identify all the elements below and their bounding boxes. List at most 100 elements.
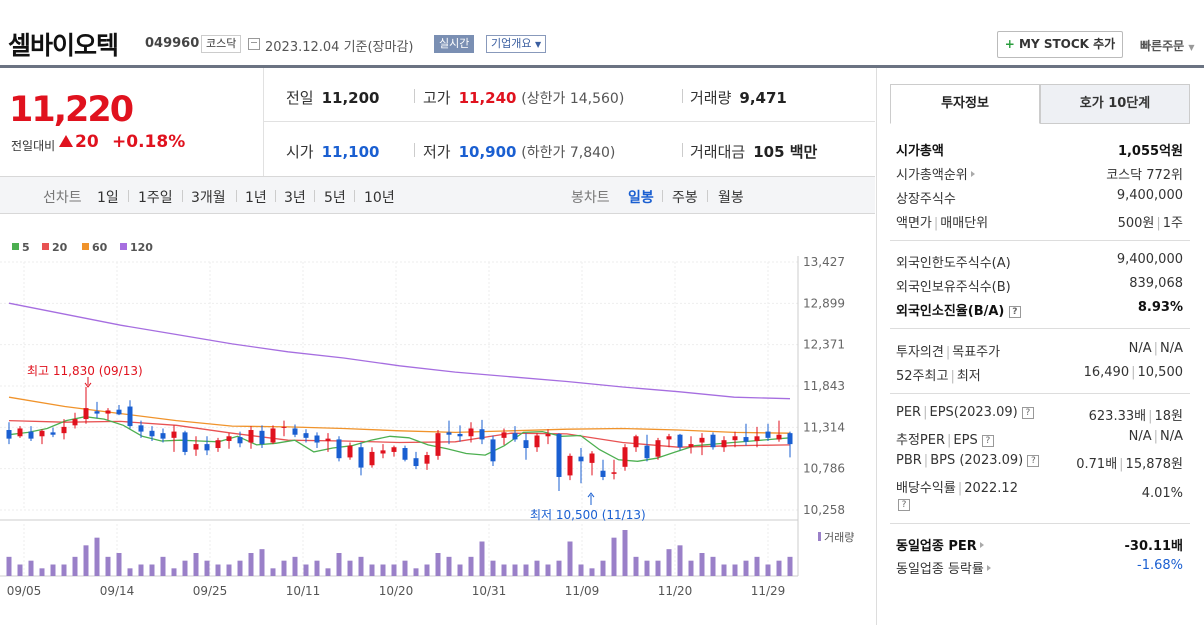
candle-daily-button[interactable]: 일봉 — [628, 190, 654, 206]
par-value-row: 액면가 | 매매단위 500원 | 1주 — [896, 212, 1183, 232]
dividend-label: 배당수익률 — [896, 481, 956, 496]
divider — [890, 328, 1190, 329]
candle-body — [94, 411, 100, 414]
period-10y-button[interactable]: 10년 — [364, 190, 395, 206]
candle-body — [435, 433, 441, 456]
sector-per-row[interactable]: 동일업종 PER -30.11배 — [896, 535, 1183, 555]
volume-bar — [787, 556, 793, 576]
target-value: N/A — [1160, 341, 1183, 356]
market-cap-rank-value: 코스닥 772위 — [1106, 168, 1183, 183]
add-mystock-button[interactable]: + MY STOCK 추가 — [997, 31, 1123, 58]
help-icon[interactable]: ? — [981, 435, 994, 447]
divider — [662, 190, 663, 202]
up-arrow-icon — [59, 135, 73, 147]
volume-bar — [589, 568, 595, 576]
volume-bar — [600, 560, 606, 576]
volume-bar — [325, 568, 331, 576]
x-tick-label: 11/29 — [751, 584, 786, 598]
help-icon[interactable]: ? — [1027, 455, 1040, 467]
divider — [890, 240, 1190, 241]
divider — [236, 190, 237, 202]
high-arrow-head — [84, 382, 92, 388]
divider — [414, 89, 415, 103]
candle-body — [347, 445, 353, 458]
volume-bar — [611, 537, 617, 576]
prev-close: 전일 11,200 — [286, 87, 380, 108]
divider: | — [1131, 365, 1136, 380]
chart-legend: 5 20 60 120 — [12, 241, 153, 254]
divider — [682, 143, 683, 157]
volume-bar — [765, 564, 771, 576]
w52-row: 52주최고 | 최저 16,490 | 10,500 — [896, 365, 1183, 385]
candle-body — [116, 409, 122, 415]
period-3y-button[interactable]: 3년 — [284, 190, 306, 206]
candle-body — [17, 428, 23, 437]
date-text: 2023.12.04 기준(장마감) — [265, 40, 414, 55]
candle-body — [424, 455, 430, 464]
help-icon[interactable]: ? — [1008, 306, 1021, 318]
candle-body — [281, 426, 287, 428]
legend-label: 5 — [22, 241, 30, 254]
est-eps-label: EPS — [953, 433, 978, 448]
sector-rate-row[interactable]: 동일업종 등락률 -1.68% — [896, 558, 1183, 578]
stock-chart[interactable]: 5 20 60 120 13,427 12,899 12,371 11,843 11,314 1… — [0, 214, 875, 625]
candle-body — [622, 447, 628, 467]
market-cap-rank-row[interactable]: 시가총액순위 코스닥 772위 — [896, 164, 1183, 184]
tab-investment-info[interactable]: 투자정보 — [890, 84, 1040, 124]
divider: | — [1153, 429, 1158, 444]
volume-bar — [94, 537, 100, 576]
par-value-wrap: 500원 | 1주 — [1118, 212, 1183, 231]
candle-monthly-button[interactable]: 월봉 — [718, 190, 744, 206]
w52-high-value: 16,490 — [1083, 365, 1130, 380]
volume-bar — [435, 553, 441, 576]
legend-label: 20 — [52, 241, 68, 254]
realtime-button[interactable]: 실시간 — [434, 35, 475, 53]
target-label: 목표주가 — [952, 345, 1001, 360]
ma5-line — [8, 416, 791, 462]
per-row: PER | EPS(2023.09) ? 623.33배 | 18원 — [896, 405, 1183, 425]
period-1d-button[interactable]: 1일 — [97, 190, 119, 206]
foreign-limit-value: 9,400,000 — [1116, 252, 1183, 267]
quick-order-button[interactable]: 빠른주문 ▼ — [1140, 37, 1195, 54]
y-tick-label: 10,786 — [803, 462, 845, 476]
period-3m-button[interactable]: 3개월 — [191, 190, 226, 206]
ma60-line — [8, 396, 791, 434]
candle-weekly-button[interactable]: 주봉 — [672, 190, 698, 206]
volume-bar — [666, 549, 672, 576]
pbr-value-wrap: 0.71배 | 15,878원 — [1076, 453, 1183, 472]
pbr-value: 0.71배 — [1076, 457, 1118, 472]
divider — [414, 143, 415, 157]
amount-value: 105 백만 — [753, 143, 818, 161]
foreign-hold-value: 839,068 — [1129, 276, 1183, 291]
volume: 거래량 9,471 — [690, 87, 787, 108]
candle-body — [215, 440, 221, 449]
volume-bar — [204, 560, 210, 576]
period-1w-button[interactable]: 1주일 — [138, 190, 173, 206]
per-label: PER — [896, 405, 922, 420]
opinion-value-wrap: N/A | N/A — [1129, 341, 1183, 356]
company-overview-button[interactable]: 기업개요 ▼ — [486, 35, 547, 53]
dividend-value: 4.01% — [1141, 486, 1183, 501]
candle-body — [534, 435, 540, 448]
volume-bar — [424, 564, 430, 576]
candle-body — [633, 436, 639, 448]
help-icon[interactable]: ? — [1021, 407, 1034, 419]
volume-bar — [402, 560, 408, 576]
divider: | — [950, 369, 955, 384]
tab-orderbook-10[interactable]: 호가 10단계 — [1040, 84, 1190, 124]
help-icon[interactable]: ? — [898, 499, 910, 511]
candle-body — [138, 425, 144, 432]
est-per-value-wrap: N/A | N/A — [1129, 429, 1183, 444]
candle-body — [446, 432, 452, 435]
volume-bar — [314, 560, 320, 576]
candle-body — [61, 426, 67, 434]
volume-bar — [292, 556, 298, 576]
period-5y-button[interactable]: 5년 — [324, 190, 346, 206]
divider — [890, 393, 1190, 394]
legend-swatch — [120, 243, 127, 250]
candle-body — [754, 436, 760, 441]
stock-chart-svg[interactable]: 5 20 60 120 13,42712,89912,37111,84311,3141… — [0, 214, 875, 625]
period-1y-button[interactable]: 1년 — [245, 190, 267, 206]
sector-per-label: 동일업종 PER — [896, 539, 977, 554]
candle-body — [765, 431, 771, 438]
